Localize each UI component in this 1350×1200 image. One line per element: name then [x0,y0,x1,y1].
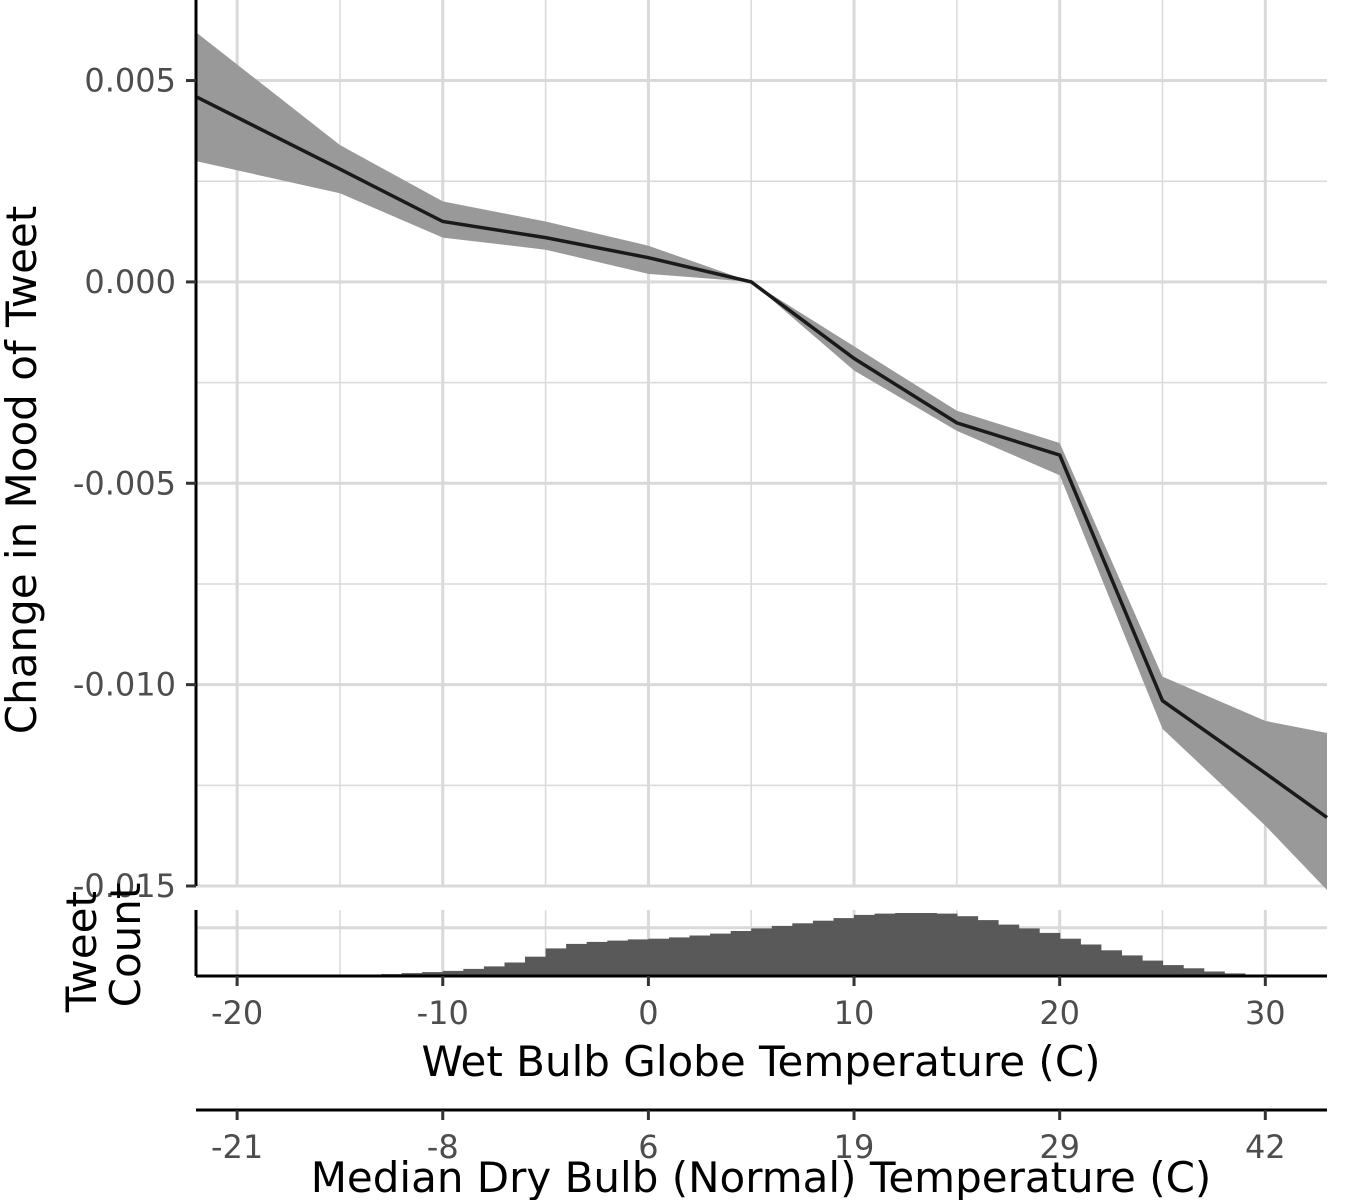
histogram-bar [1121,955,1143,976]
histogram-bar [812,920,835,976]
y-tick-label: -0.005 [73,464,176,502]
histogram-bar [710,933,732,976]
histogram-bar [1183,968,1205,976]
secondary-tick-label: 42 [1245,1128,1286,1166]
histogram-bar [422,972,444,976]
histogram-bar [936,913,958,976]
secondary-tick-label: -21 [211,1128,263,1166]
histogram-bar [1059,938,1081,976]
histogram-bar [627,939,649,976]
histogram-bar [607,940,629,976]
histogram-bar [648,938,670,976]
y-tick-label: 0.000 [84,263,176,301]
histogram-bar [586,941,608,976]
secondary-tick-label: 6 [638,1128,658,1166]
histogram-bar [771,925,793,976]
main-panel-axes [186,0,198,888]
secondary-axis [196,1108,1327,1120]
histogram-bar [442,970,464,976]
histogram-bar [1080,944,1102,976]
y-axis-title: Change in Mood of Tweet [0,206,46,734]
confidence-ribbon [196,32,1327,890]
histogram-bar [730,931,752,976]
histogram-bar [545,948,567,976]
histogram-bar [525,956,547,976]
secondary-x-axis-title: Median Dry Bulb (Normal) Temperature (C) [311,1153,1212,1200]
histogram-bar [833,918,855,976]
histogram-bars [319,913,1328,976]
histogram-bar [895,913,917,976]
histogram-bar [483,966,506,976]
histogram-bar [977,920,999,976]
histogram-bar [669,937,691,976]
secondary-tick-label: -8 [427,1128,459,1166]
x-tick-label: 20 [1039,994,1080,1032]
histogram-bar [874,913,896,976]
histogram-bar [915,913,937,976]
histogram-bar [792,923,814,976]
mood-line [195,95,1329,819]
histogram-bar [463,968,485,976]
secondary-x-tick-labels: -21 -8 6 19 29 42 [211,1128,1286,1166]
histogram-bar [854,914,876,976]
histogram-axes [194,910,1327,986]
x-tick-labels: -20 -10 0 10 20 30 [211,994,1286,1032]
x-tick-label: -20 [211,994,263,1032]
x-tick-label: 10 [834,994,875,1032]
histogram-bar [689,935,711,976]
y-tick-label: 0.005 [84,62,176,100]
histogram-bar [1100,950,1122,976]
y-tick-labels: 0.005 0.000 -0.005 -0.010 -0.015 [73,62,176,905]
histogram-bar [1039,932,1061,976]
histogram-bar [504,962,526,976]
y-tick-label: -0.010 [73,666,176,704]
histogram-bar [1203,971,1225,976]
secondary-tick-label: 29 [1039,1128,1080,1166]
histogram-y-axis-title: Tweet Count [57,878,150,1014]
histogram-bar [1141,960,1164,976]
x-tick-label: 0 [638,994,658,1032]
x-axis-title: Wet Bulb Globe Temperature (C) [421,1037,1100,1086]
histogram-bar [956,916,979,976]
main-panel-grid [196,0,1327,888]
histogram-bar [998,924,1020,976]
secondary-tick-label: 19 [834,1128,875,1166]
x-tick-label: -10 [417,994,469,1032]
histogram-bar [751,928,773,976]
y-tick-label: -0.015 [73,867,176,905]
histogram-bar [1162,965,1184,976]
x-tick-label: 30 [1245,994,1286,1032]
histogram-bar [1018,928,1040,976]
histogram-bar [566,943,588,976]
